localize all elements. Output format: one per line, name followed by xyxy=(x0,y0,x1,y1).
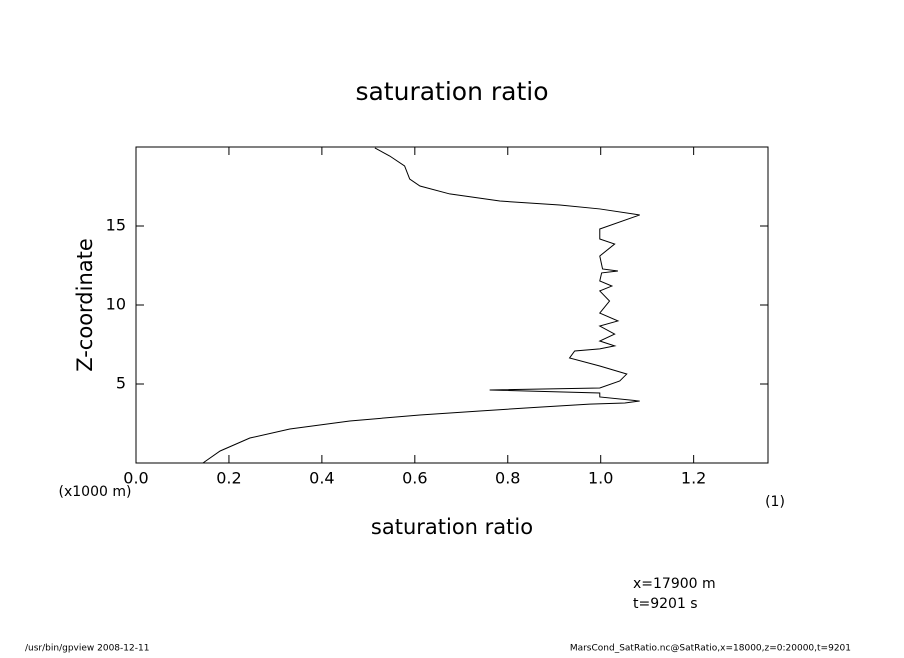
footer: /usr/bin/gpview 2008-12-11 xyxy=(25,644,149,654)
footer: MarsCond_SatRatio.nc@SatRatio,x=18000,z=… xyxy=(570,644,851,654)
chart-title: saturation ratio xyxy=(355,77,548,106)
x-tick-label: 0.2 xyxy=(216,469,241,488)
x-tick-label: 0.4 xyxy=(309,469,334,488)
x-tick-label: 0.6 xyxy=(402,469,427,488)
annotation: x=17900 m xyxy=(633,576,716,592)
y-axis-unit: (x1000 m) xyxy=(59,484,132,500)
y-tick-label: 10 xyxy=(106,295,126,314)
annotation: t=9201 s xyxy=(633,596,698,612)
y-tick-label: 15 xyxy=(106,216,126,235)
y-tick-label: 5 xyxy=(116,374,126,393)
x-tick-label: 1.0 xyxy=(588,469,613,488)
y-axis-label: Z-coordinate xyxy=(73,238,97,372)
x-axis-label: saturation ratio xyxy=(371,515,533,539)
x-tick-label: 1.2 xyxy=(681,469,706,488)
x-axis-unit: (1) xyxy=(765,494,785,510)
profile-line xyxy=(202,147,640,464)
x-tick-label: 0.0 xyxy=(123,469,148,488)
x-tick-label: 0.8 xyxy=(495,469,520,488)
